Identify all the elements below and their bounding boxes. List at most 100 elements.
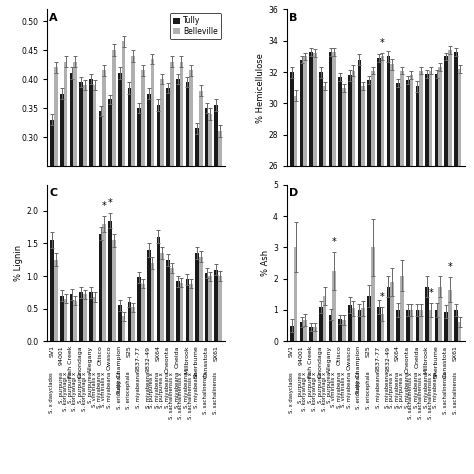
Bar	[328, 315, 332, 341]
Text: S. miyabeana: S. miyabeana	[375, 372, 381, 408]
Bar	[338, 319, 342, 341]
Text: S. koriyanagi x
S. purpurea: S. koriyanagi x S. purpurea	[302, 372, 313, 411]
Bar	[109, 100, 112, 311]
Legend: Tully, Belleville: Tully, Belleville	[170, 13, 221, 38]
Bar	[381, 314, 384, 341]
Bar	[323, 86, 327, 474]
Bar	[352, 309, 356, 341]
Bar	[419, 310, 423, 341]
Bar	[448, 50, 452, 474]
Bar	[410, 75, 413, 474]
Bar	[310, 327, 313, 341]
Bar	[93, 85, 96, 311]
Text: *: *	[447, 263, 452, 273]
Bar	[377, 58, 381, 474]
Bar	[429, 71, 432, 474]
Text: SX64: SX64	[155, 346, 160, 362]
Text: S. sachalinensis: S. sachalinensis	[453, 372, 458, 414]
Bar	[73, 301, 77, 341]
Text: S. sachalinensis x
S. miyabeana: S. sachalinensis x S. miyabeana	[418, 372, 429, 419]
Text: Allegany: Allegany	[88, 346, 93, 373]
Text: S. koriyanagi x
S. purpurea: S. koriyanagi x S. purpurea	[321, 372, 332, 411]
Bar	[64, 62, 67, 311]
Bar	[438, 67, 442, 474]
Bar	[209, 276, 212, 341]
Text: B: B	[289, 13, 297, 23]
Bar	[122, 41, 125, 311]
Bar	[342, 88, 346, 474]
Bar	[454, 310, 458, 341]
Bar	[303, 320, 307, 341]
Bar	[112, 50, 116, 311]
Text: S25: S25	[127, 346, 131, 357]
Bar	[294, 247, 298, 341]
Text: Fish Creek: Fish Creek	[308, 346, 313, 378]
Text: S. koriyanagi x
S. purpurea: S. koriyanagi x S. purpurea	[312, 372, 323, 411]
Text: Owasco: Owasco	[107, 346, 112, 370]
Text: S. miyabeana: S. miyabeana	[136, 372, 141, 408]
Text: Owasco: Owasco	[346, 346, 352, 370]
Bar	[151, 59, 154, 311]
Text: 9832-49: 9832-49	[385, 346, 390, 372]
Text: *: *	[102, 201, 107, 211]
Bar	[438, 286, 442, 341]
Bar	[429, 310, 432, 341]
Bar	[205, 273, 209, 341]
Bar	[303, 56, 307, 474]
Text: *: *	[428, 288, 433, 299]
Bar	[128, 302, 131, 341]
Text: S. eriocephala: S. eriocephala	[366, 372, 371, 410]
Bar	[358, 60, 361, 474]
Text: S. sachalinensis x
S. miyabeana: S. sachalinensis x S. miyabeana	[178, 372, 189, 419]
Bar	[338, 77, 342, 474]
Text: S. purpurea x
S. miyabeana: S. purpurea x S. miyabeana	[149, 372, 160, 408]
Bar	[396, 83, 400, 474]
Text: Sherburne: Sherburne	[434, 346, 438, 378]
Bar	[70, 73, 73, 311]
Text: SV1: SV1	[49, 346, 54, 357]
Text: *: *	[380, 38, 385, 48]
Bar	[377, 307, 381, 341]
Text: 94001: 94001	[59, 346, 64, 365]
Y-axis label: % Hemicellulose: % Hemicellulose	[256, 53, 265, 123]
Text: 9837-77: 9837-77	[375, 346, 381, 372]
Bar	[406, 310, 410, 341]
Bar	[122, 317, 125, 341]
Bar	[131, 56, 135, 311]
Y-axis label: % Ash: % Ash	[261, 250, 270, 276]
Bar	[205, 108, 209, 311]
Bar	[400, 275, 403, 341]
Bar	[118, 305, 122, 341]
Text: *: *	[108, 198, 112, 208]
Bar	[290, 72, 294, 474]
Bar	[310, 52, 313, 474]
Text: S. sachalinensis x
S. miyabeana: S. sachalinensis x S. miyabeana	[428, 372, 438, 419]
Bar	[99, 234, 102, 341]
Bar	[199, 91, 202, 311]
Text: Millbrook: Millbrook	[424, 346, 429, 374]
Text: S. x dasyclados: S. x dasyclados	[289, 372, 294, 412]
Bar	[416, 310, 419, 341]
Text: Oneida: Oneida	[414, 346, 419, 368]
Bar	[348, 305, 352, 341]
Bar	[83, 294, 87, 341]
Text: A: A	[49, 13, 58, 23]
Text: S. purpurea x
S. miyabeana: S. purpurea x S. miyabeana	[399, 372, 410, 408]
Bar	[218, 131, 222, 311]
Text: *: *	[380, 292, 385, 302]
Bar	[425, 73, 429, 474]
Bar	[300, 60, 303, 474]
Text: S. purpurea x
S. miyabeana: S. purpurea x S. miyabeana	[389, 372, 400, 408]
Bar	[396, 310, 400, 341]
Text: S. x dasyclados: S. x dasyclados	[49, 372, 54, 412]
Text: 9837-77: 9837-77	[136, 346, 141, 372]
Bar	[99, 111, 102, 311]
Text: S. sachalinensis: S. sachalinensis	[213, 372, 218, 414]
Text: 9832-49: 9832-49	[146, 346, 151, 372]
Text: S. viminalis x
S. miyabeana: S. viminalis x S. miyabeana	[331, 372, 342, 408]
Bar	[313, 327, 317, 341]
Text: S. viminalis x
S. miyabeana: S. viminalis x S. miyabeana	[101, 372, 112, 408]
Text: Sherburne: Sherburne	[194, 346, 199, 378]
Bar	[387, 286, 390, 341]
Text: Tully Champion: Tully Champion	[117, 346, 122, 393]
